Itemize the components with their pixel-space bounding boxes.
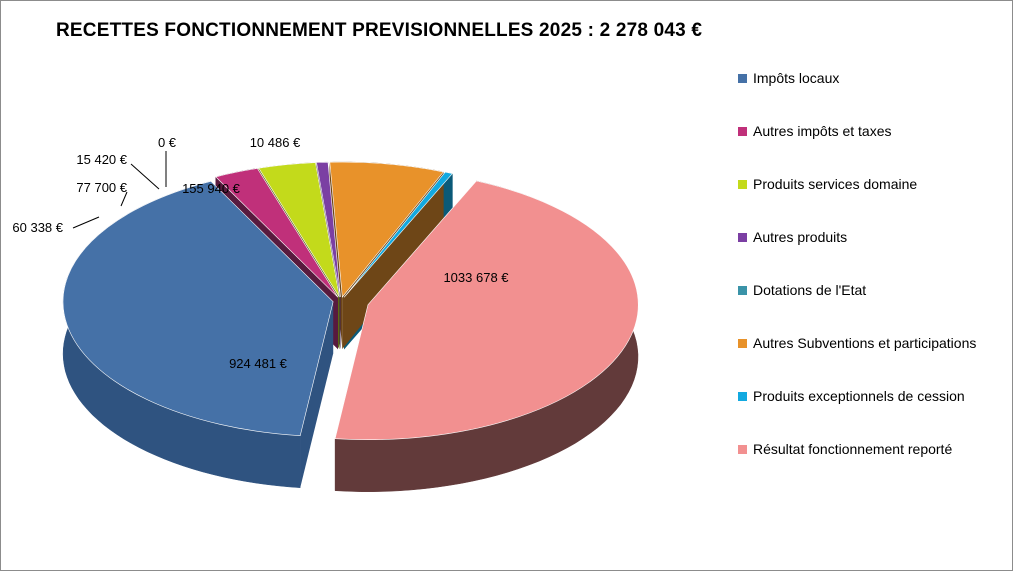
data-label: 10 486 €: [250, 135, 301, 150]
pie-slice: [316, 161, 341, 298]
legend-item: Autres Subventions et participations: [738, 332, 976, 385]
data-label: 155 940 €: [182, 181, 241, 196]
legend-swatch: [738, 74, 747, 83]
legend-swatch: [738, 392, 747, 401]
legend-swatch: [738, 127, 747, 136]
legend-label: Produits exceptionnels de cession: [753, 388, 965, 404]
legend-label: Résultat fonctionnement reporté: [753, 441, 953, 457]
legend-item: Dotations de l'Etat: [738, 279, 976, 332]
legend: Impôts locaux Autres impôts et taxes Produ…: [738, 67, 976, 491]
pie-slice: [334, 180, 639, 440]
pie-slice: [258, 162, 340, 298]
legend-label: Dotations de l'Etat: [753, 282, 867, 298]
leader-line: [72, 216, 100, 229]
data-label: 15 420 €: [76, 152, 127, 167]
legend-item: Autres produits: [738, 226, 976, 279]
data-label: 0 €: [158, 135, 177, 150]
legend-swatch: [738, 180, 747, 189]
chart-title: RECETTES FONCTIONNEMENT PREVISIONNELLES …: [56, 20, 703, 41]
data-label: 60 338 €: [12, 220, 63, 235]
legend-label: Impôts locaux: [753, 70, 840, 86]
data-label: 924 481 €: [229, 356, 288, 371]
pie-slice: [343, 171, 453, 298]
legend-swatch: [738, 233, 747, 242]
pie-slice: [62, 180, 334, 437]
legend-item: Résultat fonctionnement reporté: [738, 438, 976, 491]
legend-swatch: [738, 339, 747, 348]
legend-swatch: [738, 445, 747, 454]
data-label: 1033 678 €: [443, 270, 509, 285]
pie-slice-cut: [300, 301, 334, 488]
leader-line: [120, 191, 128, 207]
pie-slice: [329, 161, 444, 298]
pie-slice: [215, 168, 339, 298]
legend-label: Autres produits: [753, 229, 848, 245]
legend-item: Produits exceptionnels de cession: [738, 385, 976, 438]
legend-item: Impôts locaux: [738, 67, 976, 120]
legend-label: Produits services domaine: [753, 176, 918, 192]
data-label: 77 700 €: [76, 180, 127, 195]
legend-swatch: [738, 286, 747, 295]
legend-item: Autres impôts et taxes: [738, 120, 976, 173]
legend-label: Autres Subventions et participations: [753, 335, 977, 351]
leader-line: [130, 163, 160, 190]
legend-label: Autres impôts et taxes: [753, 123, 892, 139]
legend-item: Produits services domaine: [738, 173, 976, 226]
